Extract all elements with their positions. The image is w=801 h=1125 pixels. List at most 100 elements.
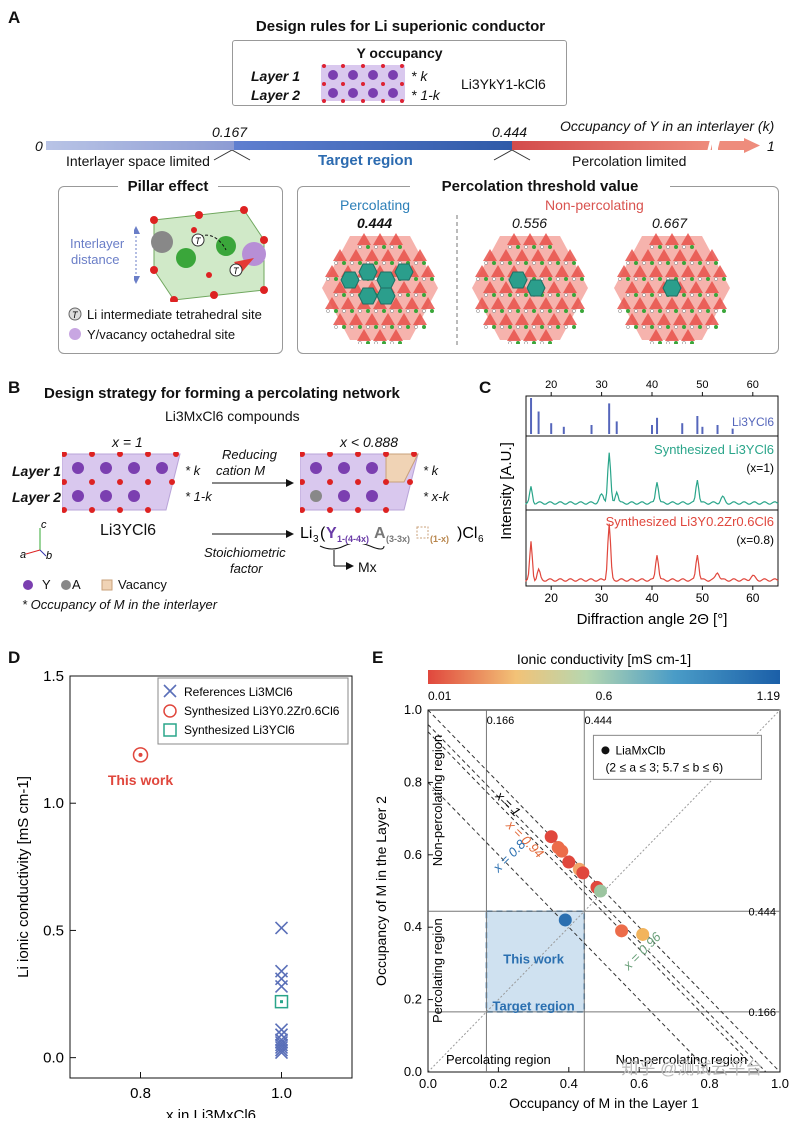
xrd-ylabel: Intensity [A.U.] [498, 442, 515, 540]
lattice-li-site [422, 261, 426, 265]
lattice-triangle [555, 297, 569, 309]
lattice-vacancy [682, 341, 686, 344]
d-li3ycl6-point-dot [280, 1000, 283, 1004]
lattice-li-site [722, 309, 726, 313]
lattice-vacancy [650, 309, 654, 313]
d-reference-point-stroke [274, 921, 289, 935]
e-colorbar-tick: 0.6 [596, 689, 613, 703]
d-xlabel: x in Li3MxCl6 [166, 1107, 256, 1118]
lattice-li-site [374, 261, 378, 265]
e-region-left-bottom: Percolating region [430, 918, 445, 1023]
lattice-vacancy [508, 245, 512, 249]
lattice-triangle [413, 313, 427, 325]
lattice-triangle [681, 329, 695, 341]
legend-vacancy: Vacancy [118, 577, 167, 592]
lattice-triangle [673, 249, 687, 261]
lattice-vacancy [706, 293, 710, 297]
lattice-triangle [483, 249, 497, 261]
d-legend-zr-icon [163, 704, 177, 718]
lattice-vacancy [564, 293, 568, 297]
lattice-triangle [539, 265, 553, 277]
lattice-li-site [366, 309, 370, 313]
lattice-triangle [523, 297, 537, 309]
lattice-triangle [405, 297, 419, 309]
lattice-triangle [571, 265, 585, 277]
lattice-li-site [674, 245, 678, 249]
lattice-li-site [658, 277, 662, 281]
lattice-triangle [333, 281, 347, 293]
lattice-triangle [413, 281, 427, 293]
lattice-triangle [641, 281, 655, 293]
lattice-triangle [373, 233, 387, 245]
lattice-li-site [524, 325, 528, 329]
interlayer-label: Interlayer [70, 236, 125, 251]
lattice-triangle [657, 313, 671, 325]
lattice-li-site [382, 245, 386, 249]
lattice-triangle [681, 297, 695, 309]
lattice-vacancy [532, 261, 536, 265]
reduce-arrow [212, 479, 294, 487]
d-xtick-label: 0.8 [130, 1085, 151, 1102]
lattice-vacancy [476, 309, 480, 313]
panel-a-title: Design rules for Li superionic conductor [255, 18, 546, 35]
lattice-vacancy [706, 325, 710, 329]
lattice-li-site [674, 309, 678, 313]
bar-v1: 0.167 [212, 124, 248, 140]
lattice-triangle [547, 249, 561, 261]
lattice-li-site [350, 309, 354, 313]
lattice-li-site [658, 309, 662, 313]
legend-tetrahedral: Li intermediate tetrahedral site [87, 307, 262, 322]
octahedral-site-icon [69, 328, 81, 340]
lattice-percolating-hexagon [376, 287, 396, 305]
lattice-triangle [555, 265, 569, 277]
percolation-title-text: Percolation threshold value [441, 178, 639, 195]
e-ytick-label: 1.0 [404, 702, 422, 717]
lattice-triangle [523, 265, 537, 277]
b-k-right: * k [423, 463, 439, 478]
layer-crystal-icon [321, 64, 405, 103]
svg-text:A: A [374, 525, 386, 542]
xrd-top-tick-label: 20 [545, 379, 557, 391]
lattice-vacancy [564, 261, 568, 265]
lattice-triangle [689, 281, 703, 293]
lattice-vacancy [484, 325, 488, 329]
lattice-vacancy [642, 325, 646, 329]
d-this-work-label: This work [108, 772, 174, 788]
e-plot-frame [427, 709, 781, 1073]
lattice-vacancy [326, 277, 330, 281]
lattice-vacancy [508, 309, 512, 313]
lattice-triangle [381, 313, 395, 325]
lattice-triangle [475, 297, 489, 309]
svg-text:T: T [195, 236, 202, 246]
lattice-li-site [658, 341, 662, 344]
lattice-vacancy [398, 325, 402, 329]
lattice-vacancy [390, 245, 394, 249]
lattice-vacancy [690, 261, 694, 265]
e-data-point [544, 830, 558, 844]
lattice-li-site [484, 277, 488, 281]
e-colorbar [428, 670, 780, 684]
reducing-2: cation M [216, 463, 266, 478]
e-data-point [593, 884, 607, 898]
lattice-vacancy [492, 277, 496, 281]
lattice-vacancy [572, 277, 576, 281]
panel-b-title: Design strategy for forming a percolatin… [44, 385, 400, 402]
lattice-triangle [357, 329, 371, 341]
lattice-li-site [398, 341, 402, 344]
lattice-vacancy [516, 261, 520, 265]
d-legend-ref-stroke [163, 684, 177, 698]
xrd-bottom-tick-label: 60 [746, 591, 760, 605]
lattice-triangle [413, 249, 427, 261]
b-structure-left [62, 452, 181, 513]
xrd-top-tick-label: 60 [747, 379, 759, 391]
lattice-vacancy [682, 309, 686, 313]
lattice-li-site [508, 293, 512, 297]
lattice-vacancy [382, 325, 386, 329]
lattice-vacancy [658, 293, 662, 297]
lattice-li-site [564, 277, 568, 281]
lattice-li-site [682, 261, 686, 265]
k-label: * k [411, 68, 428, 84]
one-minus-k-label: * 1-k [411, 87, 440, 103]
lattice-li-site [580, 277, 584, 281]
e-ytick-label: 0.0 [404, 1064, 422, 1079]
